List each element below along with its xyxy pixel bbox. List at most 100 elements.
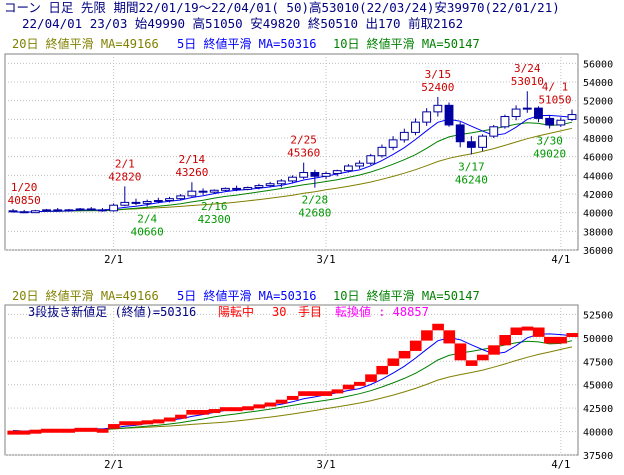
annotation-date: 1/20 [11, 181, 38, 194]
candle [120, 186, 130, 207]
new-price-bar [398, 350, 411, 359]
bottom-y-tick-label: 47500 [583, 357, 613, 368]
new-price-bar [40, 428, 53, 433]
new-price-bar [96, 428, 109, 433]
candle [209, 189, 219, 194]
candle [131, 198, 141, 206]
candle-body-up [221, 187, 230, 191]
bottom-x-tick-label: 3/1 [317, 459, 336, 471]
new-price-bar [465, 360, 478, 366]
new-price-bar [29, 429, 42, 434]
candle [221, 187, 230, 192]
new-price-bar [63, 428, 75, 433]
candle-body-up [276, 180, 286, 185]
candle-body-down [232, 187, 242, 190]
new-price-bar [454, 343, 467, 361]
annotation-value: 40660 [131, 226, 164, 239]
annotation-date: 2/28 [302, 194, 329, 207]
new-price-bar [7, 430, 20, 435]
candle [411, 118, 420, 136]
top-y-tick-label: 54000 [583, 78, 613, 89]
top-y-tick-label: 56000 [583, 59, 613, 70]
candle [310, 169, 320, 188]
candle-body-up [478, 135, 487, 148]
new-price-bar [163, 417, 176, 422]
new-price-bar [119, 421, 131, 426]
candle-body-down [53, 209, 63, 212]
new-price-bar [208, 409, 221, 414]
new-price-bar [521, 326, 534, 331]
new-price-bar [242, 406, 254, 411]
candle [489, 124, 499, 138]
candle-body-up [355, 162, 364, 167]
bottom-x-tick-label: 2/1 [104, 459, 123, 471]
bottom-info-count-unit: 手目 [298, 305, 322, 319]
candle [534, 106, 543, 123]
new-price-bar [85, 427, 98, 432]
bottom-y-tick-label: 37500 [583, 451, 613, 462]
candle [299, 162, 309, 180]
annotation-date: 2/25 [290, 134, 317, 147]
candle-body-up [165, 198, 174, 202]
annotation-value: 53010 [511, 75, 544, 88]
new-price-bar [108, 424, 120, 429]
candle [388, 136, 398, 151]
top-legend-ma20: 20日 終値平滑 MA=49166 [12, 36, 159, 51]
candle-body-up [366, 155, 376, 164]
new-price-bar [275, 399, 288, 404]
candle [567, 109, 577, 122]
candle [466, 136, 476, 155]
bottom-ma5-line [12, 333, 573, 432]
candle-body-up [64, 209, 74, 212]
new-price-bar [331, 389, 344, 394]
candle-body-down [98, 209, 107, 212]
candle [444, 102, 454, 127]
bottom-y-tick-label: 45000 [583, 381, 613, 392]
candle [109, 203, 119, 212]
bottom-legend-ma5: 5日 終値平滑 MA=50316 [177, 288, 316, 303]
candle [232, 185, 242, 192]
annotation-value: 45360 [287, 147, 320, 160]
new-price-bar [309, 391, 321, 396]
top-plot-area [4, 53, 579, 251]
new-price-bar [476, 354, 489, 361]
new-price-bar [320, 391, 333, 396]
candle-body-up [209, 189, 219, 193]
new-price-bar [197, 410, 210, 415]
top-y-tick-label: 40000 [583, 209, 613, 220]
candle-body-down [455, 124, 465, 143]
new-price-bar [18, 430, 31, 435]
candle-body-down [444, 104, 454, 126]
new-price-bar [387, 358, 400, 366]
annotation-date: 2/4 [137, 213, 157, 226]
candle [355, 160, 364, 169]
new-price-bar [130, 421, 143, 426]
candle-body-up [42, 209, 51, 212]
candle [545, 115, 555, 129]
new-price-bar [186, 410, 198, 415]
annotation-value: 42680 [298, 207, 331, 220]
candle-body-down [534, 107, 543, 119]
candle-body-up [254, 185, 264, 188]
candle [42, 208, 51, 212]
candle [511, 105, 521, 121]
candle-body-up [343, 165, 353, 172]
candle-body-up [176, 195, 186, 200]
new-price-bar [52, 428, 64, 433]
bottom-info-label: 3段抜き新値足 (終値)=50316 [28, 304, 196, 319]
top-y-tick-label: 42000 [583, 190, 613, 201]
candle [86, 207, 96, 211]
candle [377, 144, 387, 158]
bottom-x-tick-label: 4/1 [551, 459, 570, 471]
candle [478, 134, 487, 152]
new-price-bar [141, 420, 154, 425]
candle [254, 183, 264, 190]
new-price-bar [219, 407, 232, 412]
bottom-legend-ma20: 20日 終値平滑 MA=49166 [12, 288, 159, 303]
